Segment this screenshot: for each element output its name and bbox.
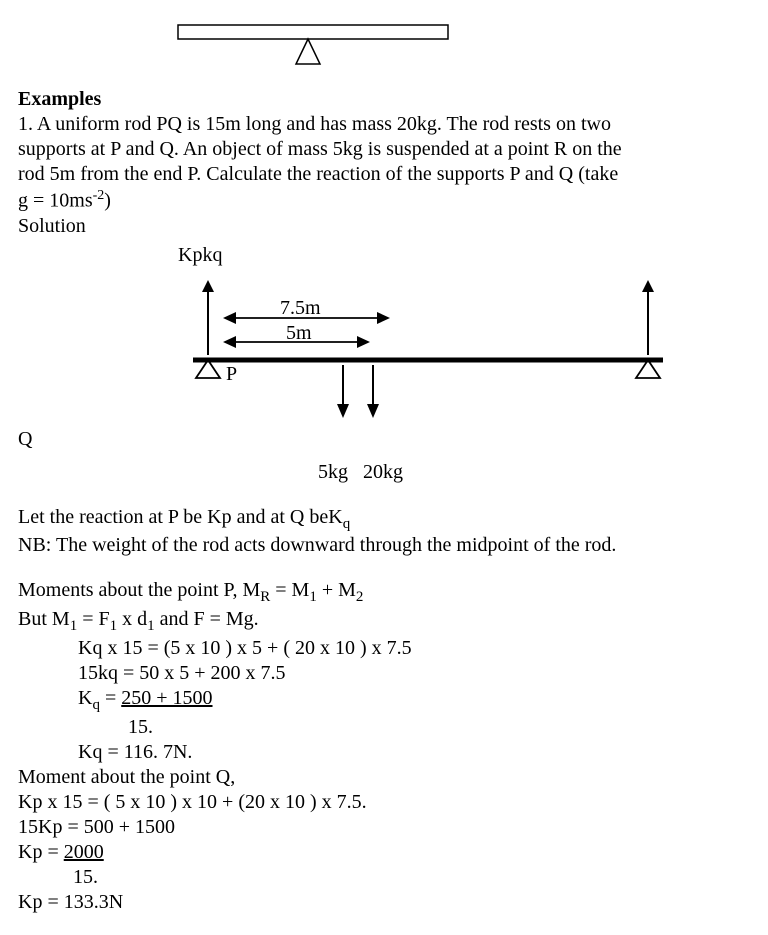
c3sub: q [92, 697, 100, 713]
calc-line-3: Kq = 250 + 1500 [78, 686, 750, 715]
moment-q-line: Moment about the point Q, [18, 765, 750, 790]
examples-heading: Examples [18, 87, 750, 112]
nb-line: NB: The weight of the rod acts downward … [18, 533, 750, 558]
sub-2: 2 [356, 589, 364, 605]
let-sub-q: q [343, 516, 351, 532]
let-pre: Let the reaction at P be Kp and at Q beK [18, 506, 343, 528]
m2s1b: 1 [110, 618, 118, 634]
dim-7-5m: 7.5m [280, 297, 321, 319]
mom-c: + M [317, 579, 356, 601]
mq4under: 2000 [64, 841, 104, 863]
dim-5m: 5m [286, 322, 312, 344]
p-label: P [226, 363, 237, 385]
m2d: and F = Mg. [155, 608, 259, 630]
mq4a: Kp = [18, 841, 64, 863]
problem-line-2: supports at P and Q. An object of mass 5… [18, 137, 750, 162]
weight-5kg: 5kg [318, 461, 348, 483]
problem-line-1: 1. A uniform rod PQ is 15m long and has … [18, 112, 750, 137]
calc-line-2: 15kq = 50 x 5 + 200 x 7.5 [78, 661, 750, 686]
weight-20kg: 20kg [363, 461, 403, 483]
problem-line-3: rod 5m from the end P. Calculate the rea… [18, 162, 750, 187]
momq-l6: Kp = 133.3N [18, 890, 750, 915]
sub-1a: 1 [309, 589, 317, 605]
c3b: = [100, 687, 121, 709]
kpkq-label: Kpkq [178, 243, 750, 268]
mom-a: Moments about the point P, M [18, 579, 260, 601]
momq-l2: Kp x 15 = ( 5 x 10 ) x 10 + (20 x 10 ) x… [18, 790, 750, 815]
g-equals: g = 10ms [18, 190, 93, 212]
m2c: x d [117, 608, 147, 630]
but-m1-line: But M1 = F1 x d1 and F = Mg. [18, 607, 750, 636]
q-label: Q [18, 427, 750, 452]
calc-line-4: 15. [78, 715, 750, 740]
sub-r: R [260, 589, 270, 605]
momq-l5: 15. [18, 865, 750, 890]
calc-line-5: Kq = 116. 7N. [78, 740, 750, 765]
solution-label: Solution [18, 214, 750, 239]
weights-row: 5kg 20kg [318, 460, 750, 485]
m2b: = F [77, 608, 109, 630]
balance-diagram [168, 20, 750, 77]
calc-line-1: Kq x 15 = (5 x 10 ) x 5 + ( 20 x 10 ) x … [78, 636, 750, 661]
c3under: 250 + 1500 [121, 687, 212, 709]
m2s1c: 1 [147, 618, 155, 634]
exp-neg2: -2 [93, 188, 105, 203]
c3a: K [78, 687, 92, 709]
momq-l3: 15Kp = 500 + 1500 [18, 815, 750, 840]
problem-line-4: g = 10ms-2) [18, 187, 750, 214]
m2a: But M [18, 608, 70, 630]
let-line-1: Let the reaction at P be Kp and at Q beK… [18, 505, 750, 534]
rod-diagram: Kpkq 7.5m 5m P [158, 243, 750, 427]
moments-p-line: Moments about the point P, MR = M1 + M2 [18, 578, 750, 607]
mom-b: = M [270, 579, 309, 601]
momq-l4: Kp = 2000 [18, 840, 750, 865]
close-paren: ) [104, 190, 111, 212]
